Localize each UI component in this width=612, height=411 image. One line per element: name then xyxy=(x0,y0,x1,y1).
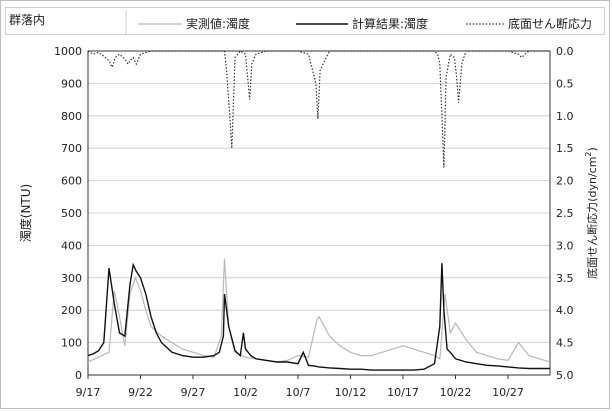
y-tick-label: 900 xyxy=(61,77,82,90)
y2-axis-ticks: 0.0 0.5 1.0 1.5 2.0 2.5 3.0 3.5 4.0 4.5 5.0 xyxy=(556,45,574,382)
x-tick-label: 10/17 xyxy=(387,386,419,399)
x-tick-label: 10/12 xyxy=(335,386,367,399)
y2-axis-label: 底面せん断応力(dyn/cm2) xyxy=(584,147,599,279)
y2-tick-label: 0.5 xyxy=(556,77,574,90)
series-line-2 xyxy=(87,50,550,168)
y2-axis-label-main: 底面せん断応力(dyn/cm xyxy=(585,157,599,279)
y2-tick-label: 1.5 xyxy=(556,142,574,155)
y2-axis-label-superscript: 2 xyxy=(584,151,593,156)
legend-label: 底面せん断応力 xyxy=(508,16,592,31)
y-tick-label: 0 xyxy=(75,369,82,382)
x-tick-label: 9/27 xyxy=(181,386,206,399)
y2-tick-label: 3.0 xyxy=(556,239,574,252)
y2-tick-label: 4.5 xyxy=(556,337,574,350)
y2-tick-label: 3.5 xyxy=(556,272,574,285)
series-layer xyxy=(87,50,551,371)
y-tick-label: 100 xyxy=(61,337,82,350)
x-tick-label: 10/27 xyxy=(492,386,524,399)
y2-tick-label: 4.0 xyxy=(556,304,574,317)
legend-box xyxy=(5,7,605,35)
chart-title: 群落内 xyxy=(9,13,45,27)
x-tick-label: 10/2 xyxy=(233,386,258,399)
x-tick-label: 10/22 xyxy=(440,386,472,399)
x-tick-label: 10/7 xyxy=(286,386,311,399)
y2-tick-label: 5.0 xyxy=(556,369,574,382)
y2-tick-label: 2.0 xyxy=(556,175,574,188)
y2-axis-label-close: ) xyxy=(586,147,599,151)
y-tick-label: 700 xyxy=(61,142,82,155)
y2-tick-label: 0.0 xyxy=(556,45,574,58)
y-tick-label: 300 xyxy=(61,272,82,285)
y2-tick-label: 2.5 xyxy=(556,207,574,220)
legend-label: 実測値:濁度 xyxy=(186,16,250,31)
legend: 実測値:濁度 計算結果:濁度 底面せん断応力 xyxy=(138,16,592,31)
x-tick-label: 9/22 xyxy=(128,386,153,399)
y-tick-label: 400 xyxy=(61,239,82,252)
y-tick-label: 200 xyxy=(61,304,82,317)
legend-label: 計算結果:濁度 xyxy=(352,16,428,31)
y-tick-label: 500 xyxy=(61,207,82,220)
y-axis-ticks: 0 100 200 300 400 500 600 700 800 900 1000 xyxy=(54,45,82,382)
y-tick-label: 800 xyxy=(61,110,82,123)
x-tick-label: 9/17 xyxy=(76,386,101,399)
gridlines xyxy=(88,83,550,344)
plot-area xyxy=(87,50,551,376)
series-line-0 xyxy=(87,258,551,363)
series-line-1 xyxy=(87,262,550,371)
y-tick-label: 1000 xyxy=(54,45,82,58)
x-axis-ticks: 9/17 9/22 9/27 10/2 10/7 10/12 10/17 10/22 10/27 xyxy=(76,375,524,399)
y2-tick-label: 1.0 xyxy=(556,110,574,123)
y-axis-label: 濁度(NTU) xyxy=(18,184,33,242)
y-tick-label: 600 xyxy=(61,175,82,188)
